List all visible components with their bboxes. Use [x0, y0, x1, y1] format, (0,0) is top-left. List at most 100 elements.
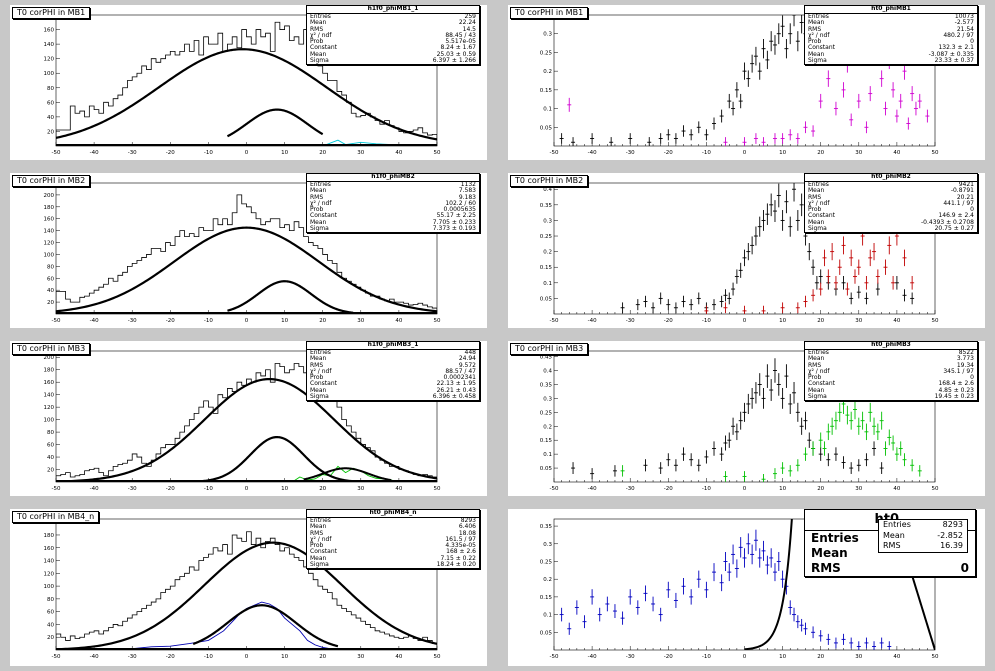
stats-key: Mean: [310, 218, 327, 226]
y-tick-label: 140: [44, 229, 55, 235]
stats-row: Mean -2.852: [879, 531, 967, 542]
y-tick-label: 160: [44, 546, 55, 552]
y-tick-label: 0.4: [543, 369, 552, 375]
stats-value: 23.33 ± 0.37: [934, 57, 974, 65]
y-tick-label: 80: [47, 430, 54, 436]
x-tick-label: 50: [932, 654, 939, 660]
x-tick-label: 10: [281, 654, 288, 660]
x-tick-label: -40: [588, 150, 597, 156]
x-tick-label: 10: [281, 486, 288, 492]
stats-value: 19.34: [956, 361, 974, 369]
y-tick-label: 0.15: [540, 265, 553, 271]
y-tick-label: 200: [44, 520, 55, 526]
x-tick-label: 40: [395, 150, 402, 156]
y-tick-label: 0.05: [540, 630, 553, 636]
x-tick-label: 10: [281, 318, 288, 324]
stats-key: Mean: [808, 50, 825, 58]
x-tick-label: -30: [128, 150, 137, 156]
stats-title: h1f0_phiMB3_1: [307, 341, 479, 350]
stats-key: Constant: [808, 44, 835, 52]
x-tick-label: 30: [357, 654, 364, 660]
stats-value: 6.396 ± 0.458: [432, 393, 476, 401]
x-tick-label: -20: [664, 150, 673, 156]
stats-row: Mean -0.8791: [805, 187, 977, 195]
x-tick-label: 0: [743, 150, 747, 156]
stats-row: Sigma 20.75 ± 0.27: [805, 225, 977, 232]
stats-key: RMS: [310, 193, 324, 201]
fit-curve: [192, 604, 339, 648]
stats-row: Constant 168 ± 2.6: [307, 549, 479, 556]
stats-row: Mean 25.03 ± 0.59: [307, 51, 479, 58]
x-tick-label: -10: [702, 150, 711, 156]
plot-area: [620, 183, 915, 314]
x-tick-label: 0: [245, 150, 249, 156]
stats-row: RMS 9.572: [307, 362, 479, 369]
chart-svg: -50 -40 -30 -20 -10 0 10 20 30 40 50 20 40 60 80 100 120…: [44, 182, 441, 324]
stats-key: Constant: [310, 212, 337, 220]
stats-value: 88.57 / 47: [445, 367, 476, 375]
x-tick-label: 20: [817, 654, 824, 660]
stats-key: Prob: [310, 206, 324, 214]
stats-value: 21.54: [956, 25, 974, 33]
stats-key: Prob: [808, 206, 822, 214]
stats-box: h1f0_phiMB2 Entries 1132 Mean 7.583 RMS 9.183 χ…: [306, 173, 480, 234]
x-tick-label: 50: [932, 150, 939, 156]
stats-title: ht0_phiMB3: [805, 341, 977, 350]
fit-curve: [303, 467, 392, 482]
x-tick-label: -10: [204, 318, 213, 324]
chart-title: T0 corPHI in MB2: [510, 175, 589, 187]
x-tick-label: 40: [395, 486, 402, 492]
stats-key: Mean: [808, 19, 825, 27]
y-tick-label: 200: [44, 355, 55, 361]
x-tick-label: -50: [52, 318, 61, 324]
x-tick-label: -50: [52, 486, 61, 492]
stats-title: ht0_phiMB2: [805, 173, 977, 182]
y-tick-label: 40: [47, 455, 54, 461]
x-tick-label: 20: [817, 486, 824, 492]
y-tick-label: 120: [44, 241, 55, 247]
stats-key: Entries: [811, 531, 859, 545]
y-tick-label: 0.2: [543, 250, 552, 256]
x-tick-label: -40: [588, 654, 597, 660]
x-tick-label: 30: [357, 318, 364, 324]
x-tick-label: -30: [626, 654, 635, 660]
y-tick-label: 0.25: [540, 234, 553, 240]
y-tick-label: 0.3: [543, 32, 552, 38]
x-tick-label: -40: [588, 318, 597, 324]
stats-value: 259: [464, 13, 476, 20]
stats-key: Mean: [883, 530, 905, 540]
stats-row: Prob 0: [805, 374, 977, 381]
y-tick-label: 0.35: [540, 382, 553, 388]
stats-row: Constant 8.24 ± 1.67: [307, 45, 479, 52]
stats-key: Prob: [310, 374, 324, 382]
stats-row: Mean 26.21 ± 0.43: [307, 387, 479, 394]
y-tick-label: 0.1: [543, 107, 552, 113]
stats-key: Entries: [310, 13, 331, 20]
histogram: [56, 363, 437, 482]
stats-row: Entries 10073: [805, 13, 977, 20]
stats-row: Prob 0: [805, 206, 977, 214]
x-tick-label: 10: [779, 654, 786, 660]
chart-svg: -50 -40 -30 -20 -10 0 10 20 30 40 50 20 40 60 80 100 120…: [44, 350, 441, 492]
x-tick-label: 40: [893, 654, 900, 660]
stats-key: Mean: [808, 187, 825, 195]
stats-value: 22.13 ± 1.95: [436, 380, 476, 388]
stats-box: h1f0_phiMB1_1 Entries 259 Mean 22.24 RMS 14.5 χ…: [306, 5, 480, 66]
x-tick-label: -10: [702, 318, 711, 324]
stats-value: 0.0002341: [443, 374, 476, 382]
x-tick-label: 30: [357, 486, 364, 492]
stats-value: 7.15 ± 0.22: [440, 554, 476, 562]
x-tick-label: 40: [395, 654, 402, 660]
fit-curve: [226, 108, 324, 138]
chart-title: T0 corPHI in MB4_n: [12, 511, 100, 523]
stats-key: Mean: [310, 554, 327, 562]
chart-pad: -50 -40 -30 -20 -10 0 10 20 30 40 50 0.05 0.1 0.15 0.2…: [508, 509, 985, 666]
stats-key: Sigma: [808, 57, 827, 65]
stats-value: 168.4 ± 2.6: [938, 380, 974, 388]
x-tick-label: -40: [90, 486, 99, 492]
x-tick-label: 0: [245, 654, 249, 660]
stats-value: 20.21: [956, 193, 974, 201]
x-tick-label: 40: [893, 150, 900, 156]
stats-row: Prob 0.0002341: [307, 374, 479, 382]
y-tick-label: 0.3: [543, 218, 552, 224]
